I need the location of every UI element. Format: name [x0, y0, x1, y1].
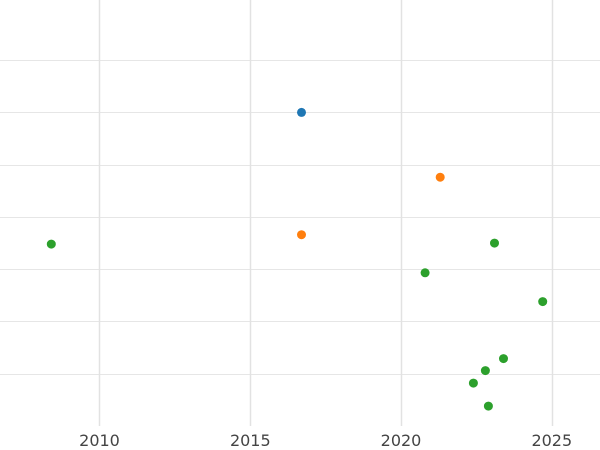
x-tick-label-2025: 2025: [531, 431, 572, 450]
data-point-series3-6: [480, 366, 490, 376]
data-points: [46, 107, 548, 411]
data-point-series3-7: [468, 378, 478, 388]
data-point-series3-2: [490, 238, 499, 248]
data-point-series3-3: [420, 268, 430, 278]
x-tick-label-2020: 2020: [381, 431, 422, 450]
data-point-series2-2: [297, 230, 306, 240]
data-point-series3-5: [499, 354, 508, 364]
grid: [0, 0, 600, 426]
x-axis-tick-labels: 2010 2015 2020 2025: [79, 431, 572, 450]
x-tick-label-2010: 2010: [79, 431, 120, 450]
data-point-series1-1: [297, 107, 306, 117]
x-tick-label-2015: 2015: [230, 431, 271, 450]
data-point-series3-1: [46, 239, 56, 249]
data-point-series3-4: [538, 297, 548, 307]
data-point-series2-1: [435, 172, 445, 182]
data-point-series3-8: [483, 401, 493, 411]
